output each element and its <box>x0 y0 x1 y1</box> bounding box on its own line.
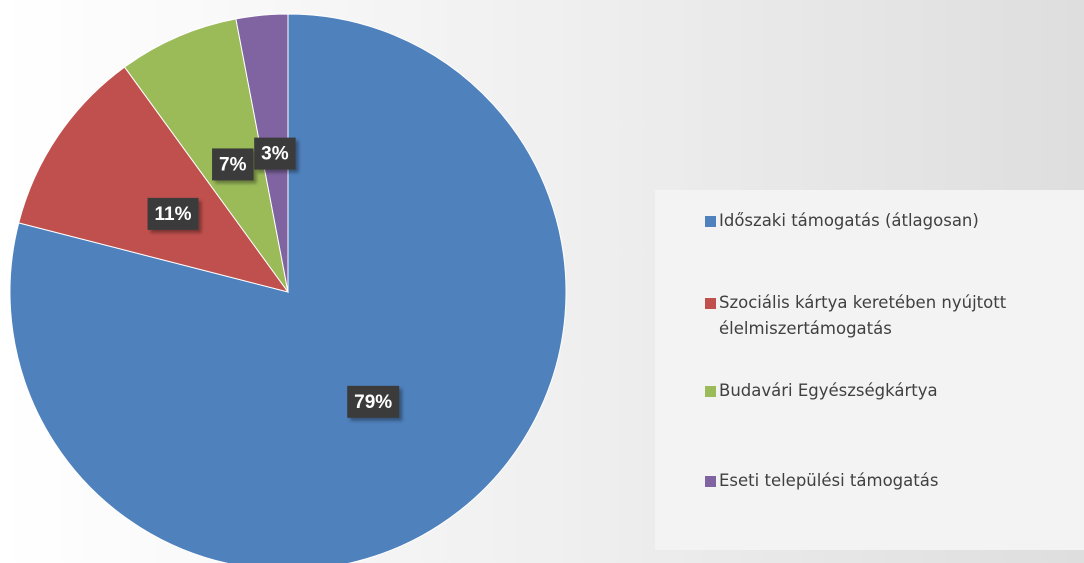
legend-text: Időszaki támogatás (átlagosan) <box>719 211 979 230</box>
legend-entry: Szociális kártya keretében nyújtott élel… <box>705 290 1074 342</box>
legend-entry: Eseti települési támogatás <box>705 468 1074 494</box>
data-label: 3% <box>254 137 296 170</box>
data-label-text: 11% <box>155 204 192 225</box>
data-label-box <box>254 137 296 170</box>
data-label-box <box>347 385 400 418</box>
pie-slice <box>123 18 289 293</box>
legend-swatch <box>705 476 716 487</box>
data-label: 11% <box>147 197 199 230</box>
data-label-text: 7% <box>219 154 247 175</box>
pie-slice <box>9 13 567 563</box>
data-label: 79% <box>347 385 400 418</box>
data-label-text: 3% <box>261 144 289 165</box>
legend: Időszaki támogatás (átlagosan) Szociális … <box>655 190 1084 550</box>
pie-slice <box>18 66 290 293</box>
data-label-box <box>212 148 254 181</box>
data-label-box <box>147 197 199 230</box>
legend-swatch <box>705 216 716 227</box>
legend-text: Eseti települési támogatás <box>719 471 939 490</box>
legend-entry: Időszaki támogatás (átlagosan) <box>705 208 1074 234</box>
data-label: 7% <box>212 148 254 181</box>
legend-swatch <box>705 386 716 397</box>
legend-swatch <box>705 298 716 309</box>
legend-entry: Budavári Egyészségkártya <box>705 378 1074 404</box>
legend-text: Budavári Egyészségkártya <box>719 381 938 400</box>
chart: 79% 11% 7% 3% <box>9 13 567 563</box>
legend-text: Szociális kártya keretében nyújtott élel… <box>719 293 1007 338</box>
data-label-text: 79% <box>354 392 392 413</box>
